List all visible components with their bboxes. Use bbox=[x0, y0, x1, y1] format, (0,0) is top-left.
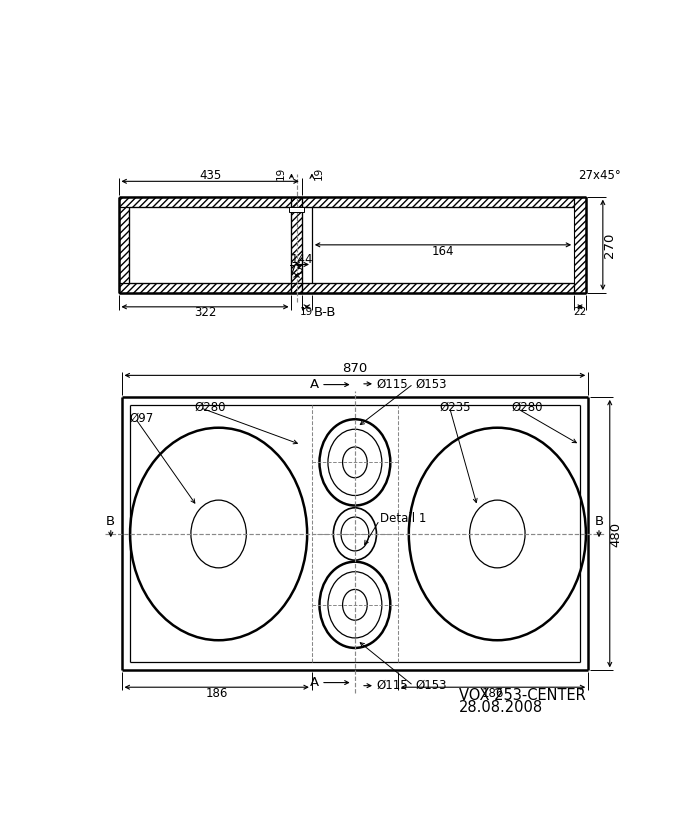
Text: 19: 19 bbox=[300, 308, 314, 317]
Text: 75: 75 bbox=[289, 264, 304, 277]
Text: 186: 186 bbox=[206, 687, 228, 700]
Text: B-B: B-B bbox=[314, 306, 336, 319]
Text: 144: 144 bbox=[290, 253, 313, 266]
Bar bbox=[289, 207, 304, 212]
Bar bbox=[118, 196, 574, 207]
Bar bbox=[118, 207, 129, 283]
Text: 270: 270 bbox=[603, 232, 616, 258]
Text: Ø115: Ø115 bbox=[377, 377, 408, 390]
Text: Ø115: Ø115 bbox=[377, 679, 408, 692]
Bar bbox=[574, 196, 586, 293]
Text: 22: 22 bbox=[573, 308, 587, 317]
Bar bbox=[291, 196, 302, 293]
Text: 322: 322 bbox=[194, 306, 216, 319]
Text: Ø235: Ø235 bbox=[440, 401, 471, 414]
Text: 435: 435 bbox=[199, 169, 221, 182]
Text: A: A bbox=[310, 378, 319, 391]
Text: 164: 164 bbox=[432, 245, 454, 258]
Text: 870: 870 bbox=[342, 362, 368, 375]
Text: 186: 186 bbox=[482, 687, 504, 700]
Text: Ø153: Ø153 bbox=[415, 377, 447, 390]
Text: 480: 480 bbox=[610, 521, 622, 546]
Text: Ø153: Ø153 bbox=[415, 679, 447, 692]
Text: Ø280: Ø280 bbox=[511, 401, 542, 414]
Text: Detail 1: Detail 1 bbox=[379, 512, 426, 525]
Text: Ø280: Ø280 bbox=[194, 401, 225, 414]
Text: B: B bbox=[106, 515, 116, 528]
Text: 28.08.2008: 28.08.2008 bbox=[459, 700, 543, 716]
Bar bbox=[118, 283, 574, 293]
Text: 19: 19 bbox=[276, 167, 286, 180]
Text: 19: 19 bbox=[314, 167, 323, 180]
Text: 27x45°: 27x45° bbox=[578, 169, 621, 182]
Text: A: A bbox=[310, 676, 319, 689]
Text: VOX 253-CENTER: VOX 253-CENTER bbox=[459, 688, 586, 703]
Text: Ø97: Ø97 bbox=[130, 412, 153, 425]
Text: B: B bbox=[594, 515, 603, 528]
